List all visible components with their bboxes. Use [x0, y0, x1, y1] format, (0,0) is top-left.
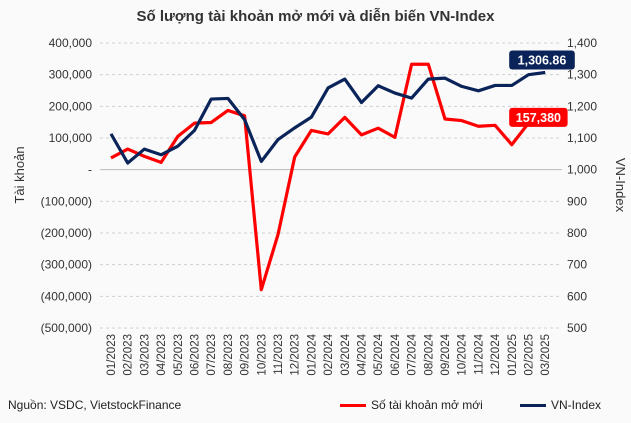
x-tick-label: 05/2023	[173, 334, 185, 376]
y2-axis-label: VN-Index	[613, 158, 628, 213]
x-tick-label: 11/2023	[273, 334, 285, 375]
y-tick-label: (200,000)	[41, 226, 92, 240]
x-tick-label: 11/2024	[473, 333, 485, 374]
y2-tick-label: 1,300	[567, 68, 597, 82]
x-tick-label: 01/2023	[106, 334, 118, 376]
x-tick-label: 10/2023	[256, 334, 268, 376]
y2-tick-label: 500	[567, 321, 587, 335]
y2-tick-label: 1,400	[567, 36, 597, 50]
legend-swatch	[520, 403, 546, 407]
y-tick-label: 300,000	[49, 68, 93, 82]
x-tick-label: 08/2023	[223, 334, 235, 376]
y2-tick-label: 1,200	[567, 99, 597, 113]
x-tick-label: 06/2023	[190, 334, 202, 376]
x-tick-label: 08/2024	[423, 333, 435, 375]
x-tick-label: 09/2023	[240, 334, 252, 376]
x-tick-label: 03/2024	[340, 333, 352, 375]
legend-item-accounts: Số tài khoản mở mới	[340, 398, 483, 412]
x-tick-label: 02/2024	[323, 333, 335, 375]
x-tick-label: 02/2023	[123, 334, 135, 376]
y2-tick-label: 1,000	[567, 163, 597, 177]
x-tick-label: 02/2025	[524, 334, 536, 376]
x-tick-label: 01/2024	[306, 333, 318, 375]
x-tick-label: 03/2023	[139, 334, 151, 376]
legend-label: Số tài khoản mở mới	[371, 398, 483, 412]
y-tick-label: (100,000)	[41, 194, 92, 208]
series-line-accounts	[110, 62, 546, 292]
x-tick-label: 05/2024	[373, 333, 385, 375]
x-tick-label: 03/2025	[540, 334, 552, 376]
series-line-vnindex	[109, 70, 546, 165]
y-tick-label: (300,000)	[41, 258, 92, 272]
y2-tick-label: 1,100	[567, 131, 597, 145]
y-tick-label: -	[88, 163, 92, 177]
x-tick-label: 07/2024	[407, 333, 419, 375]
y-tick-label: (400,000)	[41, 289, 92, 303]
x-tick-label: 12/2023	[290, 334, 302, 376]
y2-tick-label: 600	[567, 289, 587, 303]
x-tick-label: 12/2024	[490, 333, 502, 375]
y-tick-label: 100,000	[49, 131, 93, 145]
y2-tick-label: 800	[567, 226, 587, 240]
last-value-label: 1,306.86	[518, 53, 567, 67]
x-tick-label: 04/2024	[357, 333, 369, 375]
x-tick-label: 06/2024	[390, 333, 402, 375]
x-tick-label: 01/2025	[507, 334, 519, 376]
y2-tick-label: 900	[567, 194, 587, 208]
x-tick-label: 09/2024	[440, 333, 452, 375]
last-value-badge	[509, 107, 568, 127]
source-note: Nguồn: VSDC, VietstockFinance	[8, 398, 182, 412]
x-tick-label: 07/2023	[206, 334, 218, 376]
y2-tick-label: 700	[567, 258, 587, 272]
last-value-label: 157,380	[516, 111, 561, 125]
x-tick-label: 04/2023	[156, 334, 168, 376]
legend-swatch	[340, 403, 366, 407]
chart-title: Số lượng tài khoản mở mới và diễn biến V…	[136, 8, 495, 25]
legend-item-vnindex: VN-Index	[520, 398, 601, 412]
last-value-badge	[509, 50, 575, 70]
y-tick-label: (500,000)	[41, 321, 92, 335]
y-axis-label: Tài khoản	[12, 146, 27, 203]
legend-label: VN-Index	[551, 398, 602, 412]
y-tick-label: 200,000	[49, 99, 93, 113]
y-tick-label: 400,000	[49, 36, 93, 50]
x-tick-label: 10/2024	[457, 333, 469, 375]
